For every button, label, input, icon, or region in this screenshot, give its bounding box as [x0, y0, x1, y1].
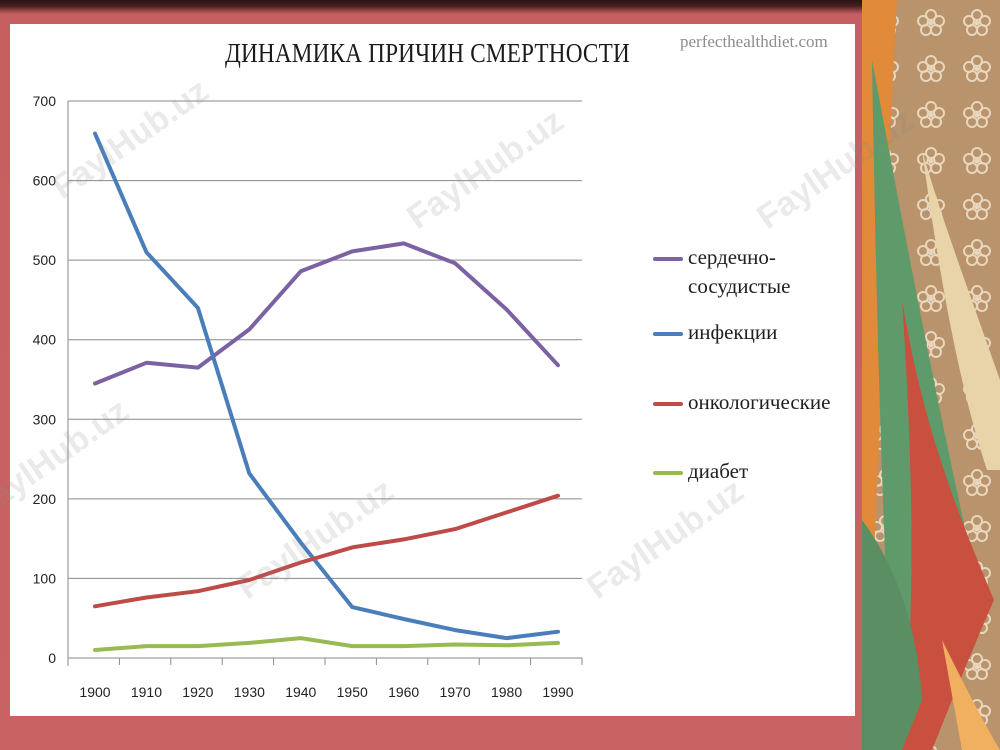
- legend-label: инфекции: [688, 320, 778, 344]
- y-tick-label: 100: [33, 570, 57, 586]
- legend-swatch: [653, 471, 683, 475]
- y-tick-label: 300: [33, 411, 57, 427]
- floral-decoration: [862, 0, 1000, 750]
- x-tick-label: 1980: [491, 684, 522, 700]
- x-tick-label: 1900: [79, 684, 110, 700]
- legend-label: онкологические: [688, 390, 831, 414]
- legend-swatch: [653, 402, 683, 406]
- y-tick-label: 0: [48, 650, 56, 666]
- y-tick-label: 200: [33, 491, 57, 507]
- x-tick-label: 1950: [337, 684, 368, 700]
- y-tick-label: 700: [33, 93, 57, 109]
- y-tick-label: 500: [33, 252, 57, 268]
- series-lines: [93, 131, 560, 652]
- chart-slide: [10, 24, 855, 716]
- source-credit: perfecthealthdiet.com: [680, 32, 828, 51]
- x-tick-label: 1920: [182, 684, 213, 700]
- legend-swatch: [653, 257, 683, 261]
- x-tick-label: 1910: [131, 684, 162, 700]
- series-line-3: [93, 493, 560, 609]
- chart-title: ДИНАМИКА ПРИЧИН СМЕРТНОСТИ: [224, 38, 630, 68]
- y-tick-label: 400: [33, 332, 57, 348]
- x-tick-label: 1990: [542, 684, 573, 700]
- x-tick-label: 1940: [285, 684, 316, 700]
- axes: 0 100 200 300 400 500 600 700 1900 1910 1920 1930 19…: [33, 93, 583, 700]
- series-line-2: [93, 131, 560, 641]
- legend-label: диабет: [688, 459, 749, 483]
- y-tick-label: 600: [33, 173, 57, 189]
- legend-swatch: [653, 332, 683, 336]
- chart-canvas: 0 100 200 300 400 500 600 700 1900 1910 1920 1930 19…: [33, 93, 583, 700]
- x-tick-label: 1970: [440, 684, 471, 700]
- grid-lines: [68, 100, 582, 579]
- series-line-1: [93, 241, 560, 386]
- x-tick-label: 1960: [388, 684, 419, 700]
- decorative-panel: [862, 0, 1000, 750]
- x-tick-label: 1930: [234, 684, 265, 700]
- legend-label: сердечно-сосудистые: [688, 245, 791, 298]
- series-line-4: [93, 636, 560, 652]
